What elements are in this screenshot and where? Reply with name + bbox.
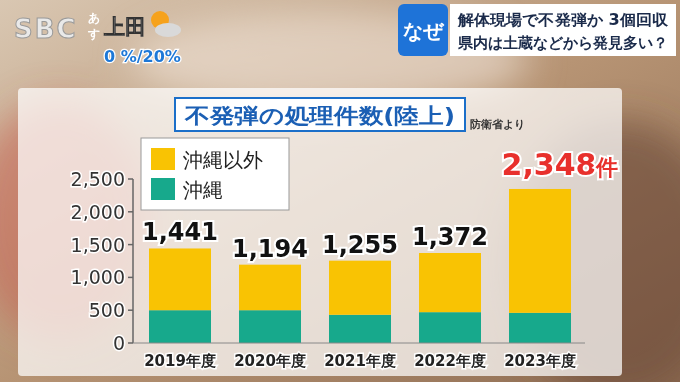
y-tick-label: 1,500 (71, 234, 125, 256)
x-tick-label: 2019年度 (144, 352, 216, 370)
y-tick (128, 277, 133, 279)
source: 防衛省より (470, 118, 525, 131)
city: 上田 (103, 15, 146, 39)
x-axis (133, 343, 585, 344)
y-tick (128, 342, 133, 344)
bars (149, 189, 571, 343)
y-tick (128, 244, 133, 246)
tomorrow: あす (87, 11, 100, 41)
cloud (155, 23, 181, 37)
x-tick-label: 2023年度 (504, 352, 576, 370)
x-tick-label: 2020年度 (234, 352, 306, 370)
legend-label: 沖縄 (183, 178, 223, 202)
chart-panel (18, 88, 622, 376)
y-tick (128, 211, 133, 213)
bar-segment (419, 312, 481, 343)
background (0, 0, 680, 382)
y-tick (128, 309, 133, 311)
legend-label: 沖縄以外 (183, 148, 263, 172)
headline-box (450, 4, 676, 56)
bar-segment (419, 253, 481, 312)
total-label: 1,441 (142, 218, 218, 246)
total-unit: 件 (595, 155, 618, 180)
y-tick-label: 2,500 (71, 168, 125, 190)
legend-swatch (151, 178, 175, 200)
bar-segment (149, 310, 211, 343)
total-number: 2,348 (502, 147, 597, 182)
y-tick-label: 500 (89, 299, 125, 321)
bar-segment (509, 313, 571, 343)
y-axis (132, 179, 134, 343)
total-label: 1,372 (412, 223, 488, 251)
tomorrow-char: す (87, 27, 100, 41)
logo: SBC (14, 14, 78, 44)
x-tick-label: 2022年度 (414, 352, 486, 370)
total-label: 2,348件 (502, 147, 619, 182)
tag-box (398, 4, 448, 56)
legend: 沖縄以外沖縄 (141, 138, 289, 210)
weather-icon (151, 11, 181, 37)
headline: 県内は土蔵などから発見多い？ (457, 34, 668, 52)
total-label: 1,255 (322, 231, 398, 259)
legend-swatch (151, 148, 175, 170)
legend-box (141, 138, 289, 210)
y-tick-label: 2,000 (71, 201, 125, 223)
y-tick (128, 178, 133, 180)
bar-segment (329, 261, 391, 315)
y-tick-label: 0 (113, 332, 125, 354)
title: 不発弾の処理件数(陸上) (184, 104, 455, 128)
bar-segment (239, 265, 301, 311)
background-blur (0, 10, 680, 382)
bar-segment (329, 315, 391, 343)
total-label: 1,194 (232, 235, 308, 263)
title-box (175, 98, 465, 131)
bar-segment (149, 248, 211, 310)
y-tick-label: 1,000 (71, 266, 125, 288)
tag: なぜ (403, 19, 445, 43)
rain-chance: 0 %/20% (104, 47, 181, 66)
x-tick-label: 2021年度 (324, 352, 396, 370)
tomorrow-char: あ (88, 11, 100, 25)
bar-segment (239, 310, 301, 343)
bar-segment (509, 189, 571, 313)
chart-root: SBC あす上田 0 %/20% なぜ解体現場で不発弾か 3個回収県内は土蔵などから発… (0, 0, 680, 382)
headline: 解体現場で不発弾か 3個回収 (457, 11, 669, 29)
